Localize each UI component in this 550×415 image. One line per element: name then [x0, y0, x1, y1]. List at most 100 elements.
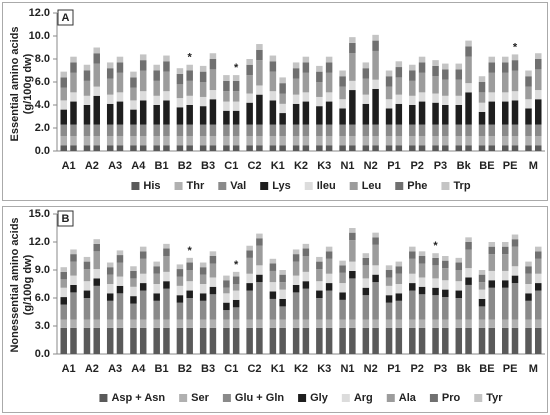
- bar-segment: [362, 287, 370, 296]
- bar-segment: [116, 92, 124, 102]
- bar-segment: [232, 319, 240, 328]
- bar-segment: [418, 62, 426, 73]
- bar-segment: [442, 95, 449, 105]
- bar-segment: [106, 62, 114, 69]
- x-tick-label: PE: [503, 363, 518, 375]
- bar-segment: [223, 302, 230, 311]
- bar-segment: [442, 327, 449, 354]
- bar-segment: [349, 240, 356, 262]
- x-tick-label: A2: [85, 160, 99, 172]
- bar-segment: [372, 124, 379, 137]
- bar-segment: [372, 319, 379, 328]
- x-tick-label: PE: [503, 160, 518, 172]
- bar-segment: [442, 256, 449, 261]
- bar-segment: [488, 136, 496, 146]
- bar-segment: [106, 136, 114, 146]
- bar-segment: [223, 136, 230, 146]
- bar-segment: [209, 124, 217, 137]
- bar-segment: [232, 271, 240, 277]
- bar-segment: [93, 136, 100, 146]
- bar-segment: [209, 90, 217, 100]
- bar-segment: [478, 111, 486, 125]
- bar-segment: [325, 145, 333, 151]
- bar-segment: [455, 281, 463, 291]
- bar-segment: [465, 46, 472, 57]
- bar-segment: [153, 64, 160, 71]
- bar-segment: [83, 136, 91, 146]
- bar-segment: [316, 65, 323, 72]
- bar-segment: [502, 319, 509, 328]
- y-tick-label: 9.0: [35, 264, 50, 276]
- bar-segment: [535, 319, 542, 328]
- bar-segment: [139, 70, 147, 92]
- bar-segment: [209, 251, 217, 256]
- bar-segment: [60, 145, 67, 151]
- bar-segment: [362, 124, 370, 137]
- bar-segment: [339, 292, 346, 300]
- bar-segment: [106, 300, 114, 320]
- panel-label: A: [62, 12, 70, 24]
- x-tick-label: C2: [247, 160, 261, 172]
- bar-segment: [106, 274, 114, 284]
- bar-segment: [130, 266, 137, 271]
- bar-segment: [339, 265, 346, 273]
- bar-segment: [385, 136, 393, 146]
- bar-segment: [269, 270, 277, 283]
- bar-segment: [232, 145, 240, 151]
- bar-segment: [83, 290, 91, 298]
- bar-segment: [502, 254, 509, 271]
- bar-segment: [385, 277, 393, 286]
- x-tick-label: N1: [340, 160, 354, 172]
- y-tick-label: 4.0: [35, 99, 50, 111]
- bar-segment: [199, 262, 207, 268]
- bar-segment: [83, 95, 91, 105]
- bar-segment: [385, 108, 393, 125]
- legend-label: Thr: [187, 180, 205, 192]
- legend-swatch: [222, 394, 231, 402]
- bar-segment: [325, 62, 333, 73]
- bar-segment: [511, 239, 519, 247]
- legend-label: Trp: [453, 180, 470, 192]
- bar-segment: [292, 136, 300, 146]
- bar-segment: [83, 261, 91, 270]
- panel-label: B: [62, 213, 70, 225]
- bar-segment: [385, 124, 393, 137]
- bar-segment: [269, 136, 277, 146]
- bar-segment: [409, 124, 416, 137]
- bar-segment: [232, 124, 240, 137]
- bar-segment: [279, 103, 286, 114]
- bar-segment: [269, 263, 277, 271]
- bar-segment: [432, 287, 439, 296]
- bar-segment: [325, 101, 333, 125]
- legend-swatch: [429, 394, 438, 402]
- bar-segment: [176, 319, 184, 328]
- y-tick-label: 3.0: [35, 320, 50, 332]
- bar-segment: [246, 250, 253, 258]
- bar-segment: [269, 145, 277, 151]
- bar-segment: [442, 136, 449, 146]
- bar-segment: [153, 266, 160, 274]
- bar-segment: [246, 245, 253, 251]
- bar-segment: [478, 289, 486, 299]
- bar-segment: [395, 145, 403, 151]
- bar-segment: [269, 91, 277, 101]
- bar-segment: [302, 248, 310, 256]
- bar-segment: [511, 60, 519, 71]
- y-axis-title: Essential amino acids: [9, 27, 21, 142]
- bar-segment: [316, 256, 323, 262]
- bar-segment: [176, 98, 184, 108]
- bar-segment: [465, 40, 472, 47]
- bar-segment: [279, 136, 286, 146]
- bar-segment: [246, 283, 253, 291]
- bar-segment: [362, 94, 370, 104]
- bar-segment: [176, 276, 184, 286]
- bar-segment: [106, 262, 114, 268]
- bar-segment: [325, 319, 333, 328]
- bar-segment: [502, 92, 509, 102]
- bar-segment: [292, 94, 300, 104]
- bar-segment: [362, 103, 370, 125]
- bar-segment: [478, 136, 486, 146]
- bar-segment: [432, 145, 439, 151]
- bar-segment: [432, 65, 439, 77]
- bar-segment: [106, 78, 114, 95]
